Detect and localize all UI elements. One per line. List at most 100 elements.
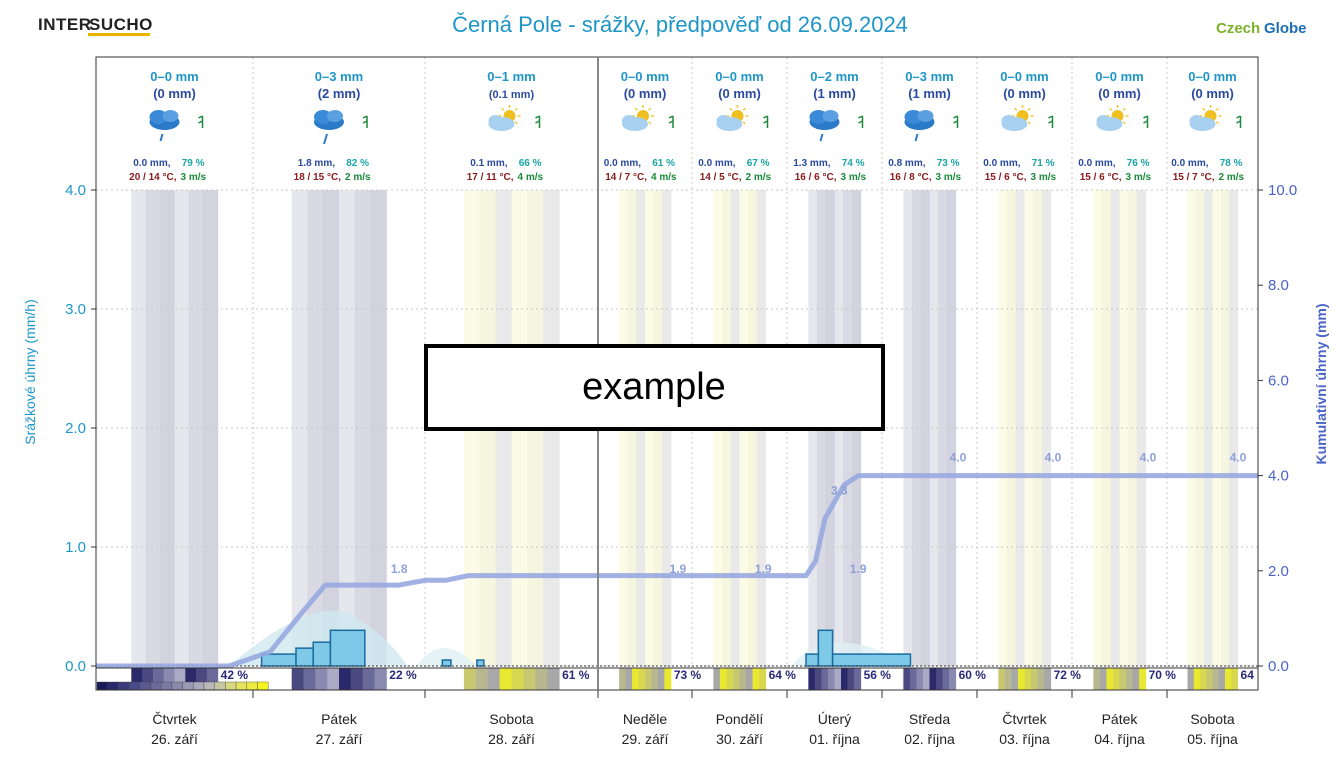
cloud-percent: 64 % <box>769 668 797 682</box>
cloud-percent: 64 <box>1241 668 1255 682</box>
day-date: 29. září <box>622 731 669 747</box>
sun-ray <box>1215 107 1219 111</box>
cloud-percent: 72 % <box>1054 668 1082 682</box>
cloud-strip-cell <box>713 668 721 690</box>
cumulative-label: 4.0 <box>1045 450 1062 464</box>
cloud-strip-cell <box>291 668 305 690</box>
y-tick-label-left: 2.0 <box>65 420 86 437</box>
cloud-strip-cell <box>808 668 816 690</box>
heavy-rain-cloud-icon <box>314 110 344 145</box>
cloud-strip-cell <box>535 668 548 690</box>
day-humidity: 76 % <box>1127 158 1150 169</box>
day-temperature: 20 / 14 °C, <box>129 172 177 183</box>
cloud-strip-cell <box>625 668 633 690</box>
cloud-strip-cell <box>916 668 924 690</box>
cloud-strip-cell <box>1206 668 1213 690</box>
cloud-scale-cell <box>171 681 183 691</box>
cloud-strip-cell <box>903 668 911 690</box>
cloud-shape <box>622 115 636 127</box>
cloud-strip-cell <box>1187 668 1195 690</box>
cloud-percent: 70 % <box>1149 668 1177 682</box>
day-range: 0–3 mm <box>905 69 953 84</box>
cloud-shape <box>149 110 168 124</box>
cloud-scale-cell <box>96 681 108 691</box>
day-name: Pondělí <box>716 711 764 727</box>
logo-left-part-a: INTER <box>38 15 92 34</box>
sun-ray <box>1109 107 1113 111</box>
wind-flag-icon <box>858 115 864 128</box>
day-band-segment <box>1229 190 1239 666</box>
cloud-strip-cell <box>1093 668 1101 690</box>
cloud-strip-cell <box>1004 668 1012 690</box>
day-precip: 0.1 mm, <box>470 158 507 169</box>
chart-title: Černá Pole - srážky, předpověď od 26.09.… <box>452 12 908 37</box>
cloud-strip-cell <box>942 668 950 690</box>
cloud-strip-cell <box>163 668 175 690</box>
cloud-scale-cell <box>150 681 162 691</box>
day-sum: (0 mm) <box>1003 86 1046 101</box>
cloud-strip-cell <box>821 668 829 690</box>
cloud-strip-cell <box>1037 668 1045 690</box>
cloud-strip-cell <box>664 668 672 690</box>
cloud-strip-cell <box>511 668 524 690</box>
cloud-strip-cell <box>651 668 659 690</box>
day-precip: 0.0 mm, <box>983 158 1020 169</box>
day-temperature: 15 / 7 °C, <box>1173 172 1215 183</box>
cloud-scale-cell <box>257 681 269 691</box>
sun-ray <box>634 107 638 111</box>
cloud-strip-cell <box>726 668 734 690</box>
sun-ray <box>1215 121 1219 125</box>
day-date: 05. října <box>1187 731 1238 747</box>
day-wind: 3 m/s <box>181 172 207 183</box>
y-axis-title-left: Srážkové úhrny (mm/h) <box>22 299 38 444</box>
wind-flag-icon <box>362 115 368 128</box>
day-humidity: 78 % <box>1220 158 1243 169</box>
day-name: Neděle <box>623 711 668 727</box>
day-humidity: 61 % <box>652 158 675 169</box>
day-name: Středa <box>909 711 950 727</box>
example-label: example <box>582 366 726 408</box>
cloud-shape <box>162 110 179 122</box>
cloud-scale-cell <box>214 681 226 691</box>
day-date: 04. října <box>1094 731 1145 747</box>
rain-cloud-icon <box>904 110 935 142</box>
rain-drop <box>819 133 824 142</box>
day-band-segment <box>1204 190 1213 666</box>
day-sum: (2 mm) <box>318 86 361 101</box>
cloud-strip-cell <box>475 668 489 690</box>
cloud-strip-cell <box>1126 668 1134 690</box>
day-wind: 4 m/s <box>518 172 544 183</box>
day-precip: 0.0 mm, <box>1171 158 1208 169</box>
cloud-strip-cell <box>827 668 835 690</box>
cloud-strip-cell <box>152 668 165 690</box>
y-tick-label-right: 4.0 <box>1268 468 1289 485</box>
day-temperature: 15 / 6 °C, <box>1080 172 1122 183</box>
day-date: 03. října <box>999 731 1050 747</box>
cloud-percent: 22 % <box>389 668 417 682</box>
day-sum: (0 mm) <box>1191 86 1234 101</box>
sun-ray <box>1014 107 1018 111</box>
y-tick-label-left: 0.0 <box>65 658 86 675</box>
cloud-scale-cell <box>235 681 248 691</box>
cloud-strip-cell <box>841 668 849 690</box>
day-info-panel: 0–0 mm (0 mm) 0.0 mm, 79 % 20 / 14 °C, 3 m/s 0… <box>129 69 1244 183</box>
day-range: 0–3 mm <box>315 69 363 84</box>
day-sum: (0 mm) <box>153 86 196 101</box>
y-tick-label-right: 10.0 <box>1268 182 1297 199</box>
day-temperature: 14 / 5 °C, <box>700 172 742 183</box>
day-precip: 0.8 mm, <box>888 158 925 169</box>
cloud-strip-cell <box>759 668 767 690</box>
precip-bar <box>295 647 314 667</box>
sun-cloud-icon <box>622 105 654 131</box>
cloud-shape <box>822 110 839 122</box>
cloud-strip-cell <box>327 668 340 690</box>
cloud-strip-cell <box>922 668 930 690</box>
cloud-strip-cell <box>909 668 917 690</box>
cloud-shape <box>1001 115 1016 127</box>
day-humidity: 82 % <box>346 158 369 169</box>
cloud-strip-cell <box>619 668 627 690</box>
cloud-strip-cell <box>936 668 944 690</box>
cloud-strip-cell <box>657 668 665 690</box>
precip-bar <box>831 653 912 667</box>
